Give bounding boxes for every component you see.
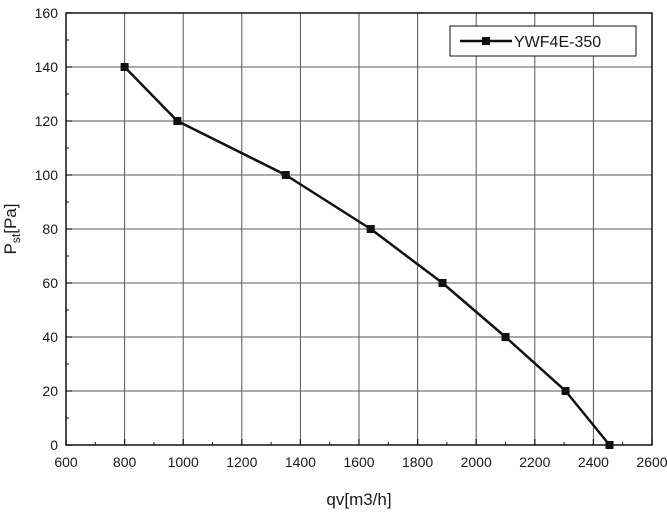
data-point-marker bbox=[501, 333, 510, 341]
x-tick-label: 2200 bbox=[519, 454, 550, 470]
series-line bbox=[123, 66, 611, 446]
data-point-marker bbox=[438, 279, 447, 287]
y-tick-label: 160 bbox=[35, 5, 59, 21]
y-tick-label: 60 bbox=[42, 275, 58, 291]
x-tick-label: 800 bbox=[113, 454, 137, 470]
x-tick-label: 2000 bbox=[461, 454, 492, 470]
data-point-marker bbox=[173, 117, 182, 125]
x-tick-label: 1000 bbox=[168, 454, 199, 470]
y-tick-label: 20 bbox=[42, 383, 58, 399]
x-axis-label: qv[m3/h] bbox=[326, 490, 391, 509]
x-tick-label: 1200 bbox=[226, 454, 257, 470]
legend: YWF4E-350 bbox=[449, 25, 637, 57]
tick-labels: 600 800 1000 1200 1400 1600 1800 2000 2200 2400 26… bbox=[35, 5, 667, 470]
y-axis-label-suffix: [Pa] bbox=[1, 204, 20, 234]
y-tick-label: 100 bbox=[35, 167, 59, 183]
x-tick-label: 2600 bbox=[636, 454, 667, 470]
grid bbox=[66, 13, 652, 445]
legend-series-name: YWF4E-350 bbox=[514, 34, 601, 51]
y-tick-label: 140 bbox=[35, 59, 59, 75]
x-tick-label: 1600 bbox=[343, 454, 374, 470]
legend-marker-sample bbox=[482, 37, 490, 45]
y-axis-label-sub: st bbox=[9, 233, 23, 243]
y-axis-label: Pst[Pa] bbox=[1, 204, 23, 255]
y-tick-label: 0 bbox=[50, 437, 58, 453]
data-point-marker bbox=[561, 387, 570, 395]
plot-frame bbox=[65, 12, 653, 446]
y-tick-label: 120 bbox=[35, 113, 59, 129]
x-tick-label: 600 bbox=[54, 454, 78, 470]
y-tick-label: 80 bbox=[42, 221, 58, 237]
minor-ticks bbox=[65, 12, 653, 446]
x-tick-label: 2400 bbox=[578, 454, 609, 470]
data-point-marker bbox=[366, 225, 375, 233]
data-point-marker bbox=[281, 171, 290, 179]
data-point-marker bbox=[120, 63, 129, 71]
y-tick-label: 40 bbox=[42, 329, 58, 345]
y-axis-label-main: P bbox=[1, 243, 20, 254]
x-tick-label: 1800 bbox=[402, 454, 433, 470]
x-tick-label: 1400 bbox=[285, 454, 316, 470]
